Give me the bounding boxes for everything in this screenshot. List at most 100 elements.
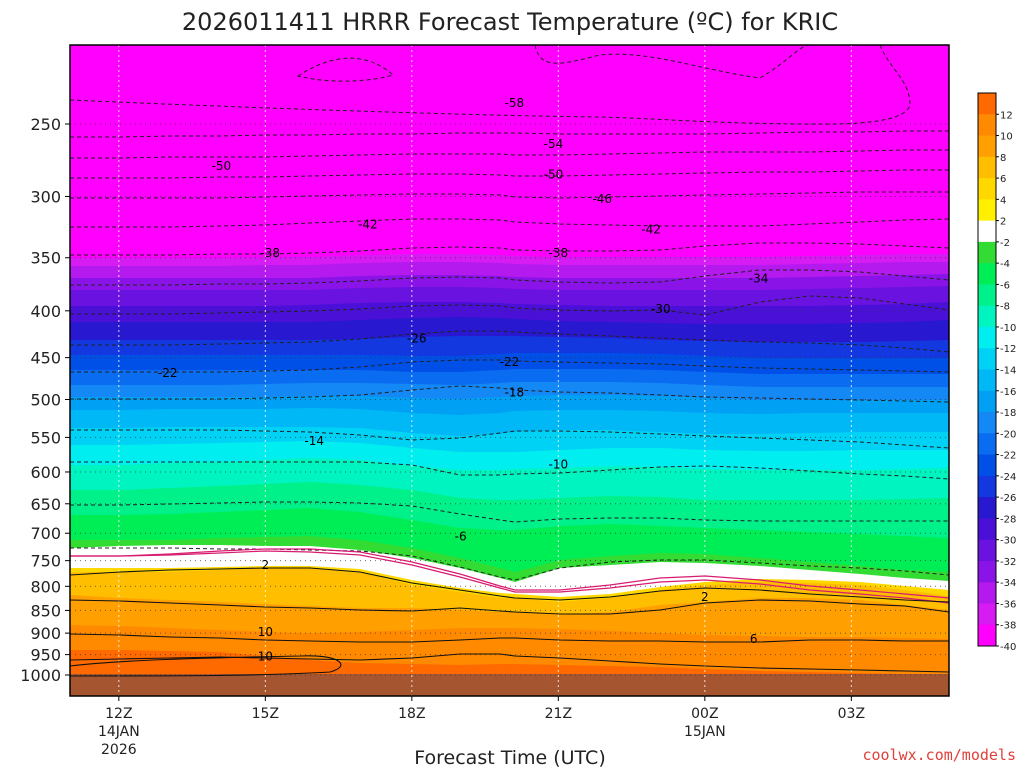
x-tick-sublabel: 2026 xyxy=(101,742,137,758)
colorbar-tick-label: -12 xyxy=(1000,344,1016,355)
colorbar-swatch xyxy=(978,369,996,392)
isotherm-dashed xyxy=(70,218,949,228)
colorbar-swatch xyxy=(978,305,996,328)
colorbar-tick-label: -30 xyxy=(1000,536,1016,547)
isotherm-label: -42 xyxy=(641,223,661,237)
y-tick-label: 800 xyxy=(30,577,61,596)
isotherm-solid xyxy=(70,599,949,615)
colorbar-swatch xyxy=(978,199,996,222)
isotherm-label: -50 xyxy=(544,168,564,182)
colorbar: 12 10 8 6 4 2 -2 -4 -6 -8 -10 -12 -14 -16 -18 -20 -22 -24… xyxy=(977,92,1016,653)
colorbar-swatch xyxy=(978,178,996,200)
colorbar-tick-label: -36 xyxy=(1000,599,1016,610)
colorbar-tick-label: 2 xyxy=(1000,217,1006,228)
colorbar-swatch xyxy=(978,412,996,434)
credit-link[interactable]: coolwx.com/models xyxy=(862,746,1016,764)
y-tick-label: 700 xyxy=(30,524,61,543)
colorbar-tick-label: -14 xyxy=(1000,366,1016,377)
colorbar-tick-label: 12 xyxy=(1000,110,1013,121)
x-tick-label: 03Z xyxy=(838,706,865,722)
colorbar-tick-label: 8 xyxy=(1000,153,1006,164)
y-axis: 250 300 350 400 450 500 550 600 650 700 750 800 850 9… xyxy=(20,115,70,685)
y-tick-label: 400 xyxy=(30,302,61,321)
colorbar-tick-label: -16 xyxy=(1000,387,1016,398)
isotherm-label: 2 xyxy=(262,558,270,572)
isotherm-label: -34 xyxy=(749,272,769,286)
y-tick-label: 350 xyxy=(30,249,61,268)
colorbar-tick-label: 10 xyxy=(1000,132,1013,143)
isotherm-label: -26 xyxy=(407,332,427,346)
colorbar-swatch xyxy=(978,156,996,179)
isotherm-label: 10 xyxy=(258,650,273,664)
y-tick-label: 850 xyxy=(30,601,61,620)
colorbar-tick-label: -38 xyxy=(1000,621,1016,632)
isotherm-warm-pocket xyxy=(70,655,342,677)
isotherm-label: 6 xyxy=(750,632,758,646)
isotherm-dashed xyxy=(70,385,949,403)
colorbar-swatch xyxy=(978,454,996,477)
isotherm-dashed xyxy=(70,242,949,256)
colorbar-tick-label: -26 xyxy=(1000,493,1016,504)
colorbar-swatch xyxy=(978,114,996,137)
isotherm-label: -58 xyxy=(505,96,525,110)
isotherm-dashed xyxy=(70,149,949,159)
x-tick-label: 12Z xyxy=(105,706,132,722)
isotherm-solid xyxy=(70,567,949,603)
isotherm-zero xyxy=(70,548,949,599)
colorbar-swatch xyxy=(978,560,996,583)
colorbar-swatch xyxy=(978,518,996,541)
isotherm-dashed xyxy=(70,461,949,480)
isotherm-dashed xyxy=(70,295,949,316)
chart-title: 2026011411 HRRR Forecast Temperature (ºC… xyxy=(182,8,838,36)
isotherm-label: 2 xyxy=(701,590,709,604)
colorbar-swatch xyxy=(978,475,996,498)
isotherm-contours xyxy=(70,45,949,677)
isotherm-label: -22 xyxy=(158,366,178,380)
y-tick-label: 1000 xyxy=(20,666,61,685)
isotherm-label: -6 xyxy=(455,530,467,544)
y-tick-label: 650 xyxy=(30,495,61,514)
isotherm-label: -38 xyxy=(549,246,569,260)
colorbar-swatch xyxy=(978,220,996,243)
colorbar-swatch xyxy=(978,390,996,413)
colorbar-tick-label: -22 xyxy=(1000,451,1016,462)
isotherm-label: -14 xyxy=(304,434,324,448)
colorbar-swatch xyxy=(978,539,996,562)
colorbar-tick-label: 4 xyxy=(1000,195,1006,206)
grid-lines xyxy=(70,45,949,696)
colorbar-swatch xyxy=(978,348,996,370)
colorbar-swatch xyxy=(978,497,996,519)
isotherm-labels: -58 -54 -50 -50 -46 -42 -42 -38 -38 -34 -30 -26 -22 -… xyxy=(158,96,769,664)
colorbar-tick-label: -6 xyxy=(1000,280,1010,291)
ground-layer xyxy=(70,674,949,696)
x-axis-title: Forecast Time (UTC) xyxy=(414,747,605,768)
colorbar-tick-label: 6 xyxy=(1000,174,1006,185)
isotherm-upper-b xyxy=(70,45,911,125)
colorbar-tick-label: -32 xyxy=(1000,557,1016,568)
y-tick-label: 600 xyxy=(30,463,61,482)
plot-frame xyxy=(69,44,950,697)
isotherm-label: -10 xyxy=(549,458,569,472)
colorbar-tick-label: -40 xyxy=(1000,642,1016,653)
colorbar-swatch xyxy=(978,241,996,264)
y-tick-label: 950 xyxy=(30,646,61,665)
isotherm-dashed xyxy=(70,169,949,179)
x-tick-label: 15Z xyxy=(252,706,279,722)
colorbar-swatch xyxy=(978,135,996,158)
colorbar-swatch xyxy=(978,263,996,285)
colorbar-swatch xyxy=(978,624,996,647)
colorbar-tick-label: -34 xyxy=(1000,578,1016,589)
isotherm-label: -42 xyxy=(358,218,378,232)
isotherm-dashed xyxy=(70,269,949,286)
colorbar-swatch xyxy=(978,326,996,349)
colorbar-tick-label: -2 xyxy=(1000,238,1010,249)
colorbar-swatch xyxy=(978,603,996,626)
isotherm-label: -38 xyxy=(260,246,280,260)
x-axis: 12Z 14JAN 2026 15Z 18Z 21Z 00Z 15JAN 03Z xyxy=(98,696,865,758)
isotherm-dashed xyxy=(70,501,949,523)
isotherm-zero xyxy=(70,550,949,604)
isotherm-solid xyxy=(70,633,949,643)
colorbar-swatch xyxy=(978,284,996,307)
y-tick-label: 500 xyxy=(30,391,61,410)
isotherm-cold-cutoff xyxy=(296,57,394,82)
